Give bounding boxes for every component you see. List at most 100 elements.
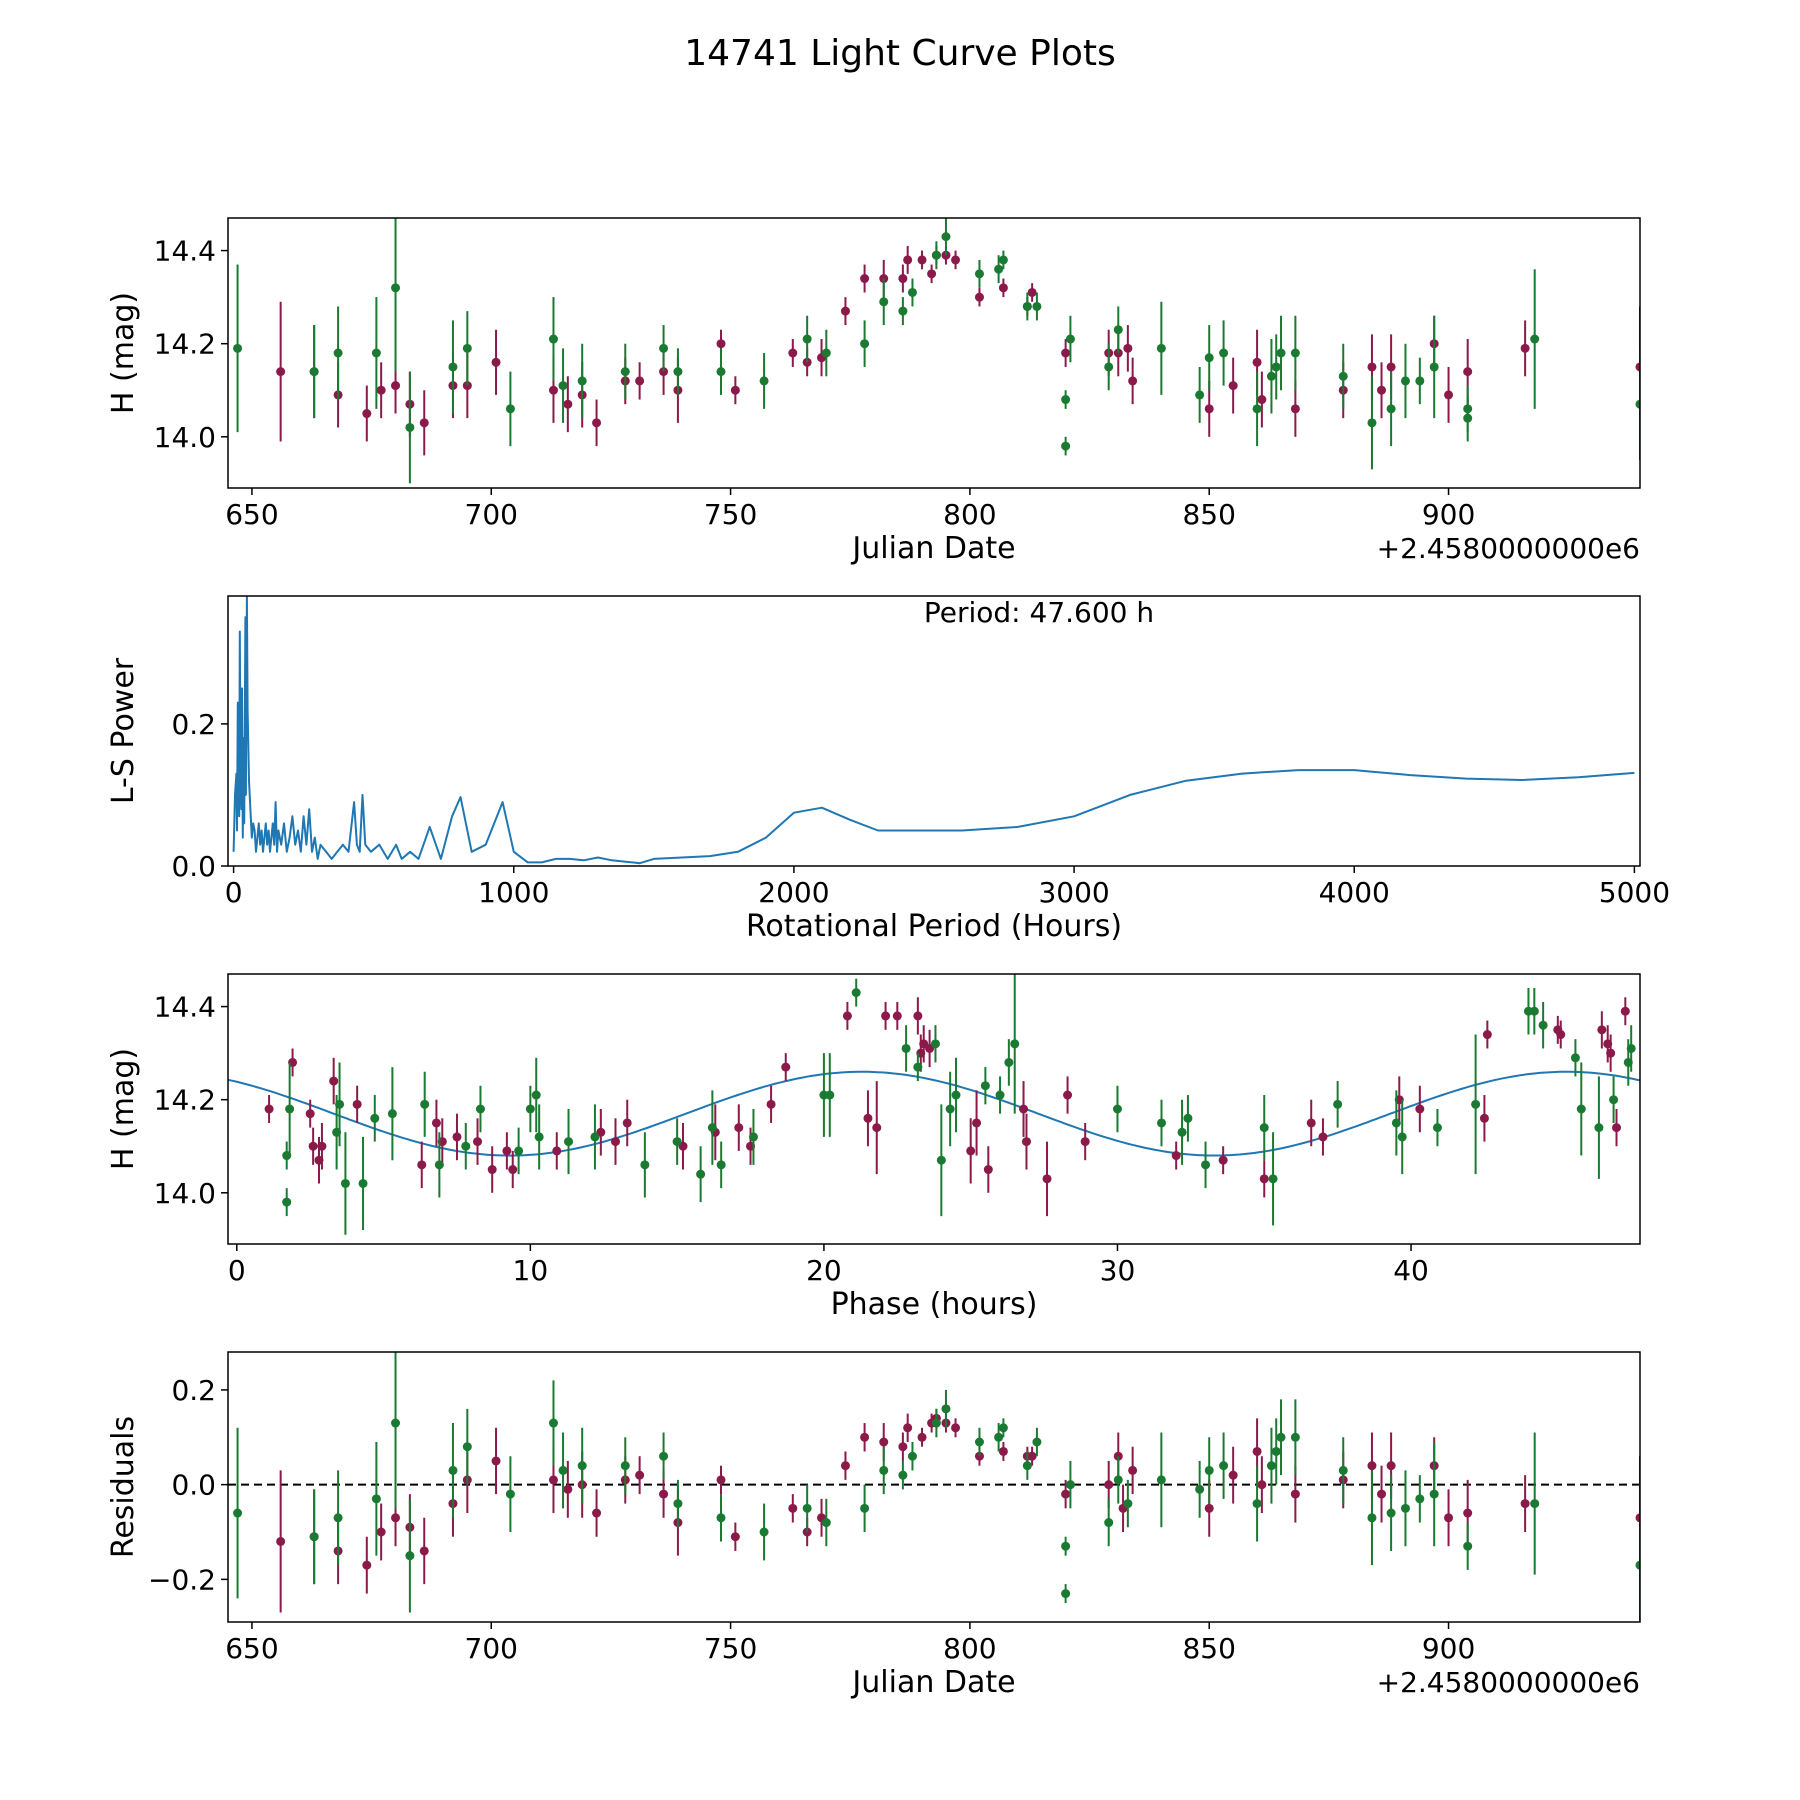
data-point	[308, 1141, 318, 1151]
data-point	[1042, 1174, 1052, 1184]
data-point	[1252, 404, 1262, 414]
data-point	[1290, 1432, 1300, 1442]
data-point	[1019, 1104, 1029, 1114]
data-point	[461, 1141, 471, 1151]
x-tick-label: 0	[225, 876, 243, 909]
data-point	[1177, 1127, 1187, 1137]
data-point	[1061, 1489, 1071, 1499]
data-point	[352, 1099, 362, 1109]
data-point	[333, 1513, 343, 1523]
data-point	[998, 255, 1008, 265]
data-point	[1204, 1465, 1214, 1475]
data-point	[502, 1146, 512, 1156]
data-point	[1266, 1461, 1276, 1471]
data-point	[590, 1132, 600, 1142]
x-tick-label: 750	[704, 1632, 757, 1665]
data-point	[1482, 1030, 1492, 1040]
data-point	[951, 255, 961, 265]
data-point	[1463, 367, 1473, 377]
data-point	[840, 306, 850, 316]
data-point	[376, 1527, 386, 1537]
data-point	[1290, 1489, 1300, 1499]
data-point	[317, 1141, 327, 1151]
x-tick-label: 1000	[478, 876, 549, 909]
data-point	[1027, 1451, 1037, 1461]
data-point	[1104, 362, 1114, 372]
data-point	[577, 376, 587, 386]
data-point	[548, 334, 558, 344]
y-tick-label: 14.0	[154, 1177, 216, 1210]
data-point	[1021, 1137, 1031, 1147]
data-point	[1271, 1446, 1281, 1456]
data-point	[1276, 348, 1286, 358]
data-point	[1415, 1104, 1425, 1114]
data-point	[898, 1470, 908, 1480]
x-tick-label: 30	[1100, 1254, 1136, 1287]
data-point	[491, 1456, 501, 1466]
x-tick-label: 900	[1422, 498, 1475, 531]
data-point	[1061, 1541, 1071, 1551]
data-point	[622, 1118, 632, 1128]
data-point	[233, 343, 243, 353]
data-point	[391, 1418, 401, 1428]
data-point	[1113, 325, 1123, 335]
data-point	[892, 1011, 902, 1021]
data-point	[329, 1076, 339, 1086]
x-tick-label: 850	[1182, 498, 1235, 531]
data-point	[930, 1039, 940, 1049]
data-point	[974, 269, 984, 279]
data-point	[898, 274, 908, 284]
data-point	[1520, 343, 1530, 353]
data-point	[1635, 362, 1640, 372]
data-point	[972, 1118, 982, 1128]
data-point	[1080, 1137, 1090, 1147]
data-point	[531, 1090, 541, 1100]
data-point	[898, 306, 908, 316]
y-tick-label: 0.2	[171, 708, 216, 741]
data-point	[1612, 1123, 1622, 1133]
y-axis-label: L-S Power	[106, 657, 141, 804]
data-point	[860, 274, 870, 284]
data-point	[1065, 334, 1075, 344]
data-point	[475, 1104, 485, 1114]
data-point	[951, 1090, 961, 1100]
data-point	[734, 1123, 744, 1133]
series-band-b	[233, 1352, 1640, 1622]
x-tick-label: 750	[704, 498, 757, 531]
data-point	[994, 1432, 1004, 1442]
data-point	[1228, 1470, 1238, 1480]
data-point	[1400, 1503, 1410, 1513]
data-point	[558, 1465, 568, 1475]
data-point	[552, 1146, 562, 1156]
data-point	[448, 362, 458, 372]
data-point	[766, 1099, 776, 1109]
x-offset-label: +2.4580000000e6	[1377, 532, 1640, 565]
x-axis-label: Julian Date	[850, 1665, 1015, 1700]
data-point	[1219, 1461, 1229, 1471]
residuals-panel: 650 700 750 800 850 900 −0.2 0.0 0.2 Julian Date R…	[106, 1351, 1641, 1700]
data-point	[759, 1527, 769, 1537]
data-point	[1626, 1043, 1636, 1053]
data-point	[1318, 1132, 1328, 1142]
x-tick-label: 850	[1182, 1632, 1235, 1665]
data-point	[1530, 334, 1540, 344]
data-point	[759, 376, 769, 386]
data-point	[391, 1513, 401, 1523]
data-point	[927, 269, 937, 279]
data-point	[514, 1146, 524, 1156]
data-point	[1228, 381, 1238, 391]
series-band-a	[276, 245, 1640, 456]
data-point	[1538, 1020, 1548, 1030]
x-tick-label: 650	[225, 1632, 278, 1665]
data-point	[1463, 1508, 1473, 1518]
data-point	[387, 1109, 397, 1119]
axes-frame	[227, 217, 1641, 489]
data-point	[420, 1099, 430, 1109]
x-tick-label: 700	[465, 1632, 518, 1665]
data-point	[1529, 1006, 1539, 1016]
data-point	[672, 1137, 682, 1147]
data-point	[1609, 1095, 1619, 1105]
data-point	[659, 343, 669, 353]
data-point	[1386, 1461, 1396, 1471]
data-point	[1471, 1099, 1481, 1109]
